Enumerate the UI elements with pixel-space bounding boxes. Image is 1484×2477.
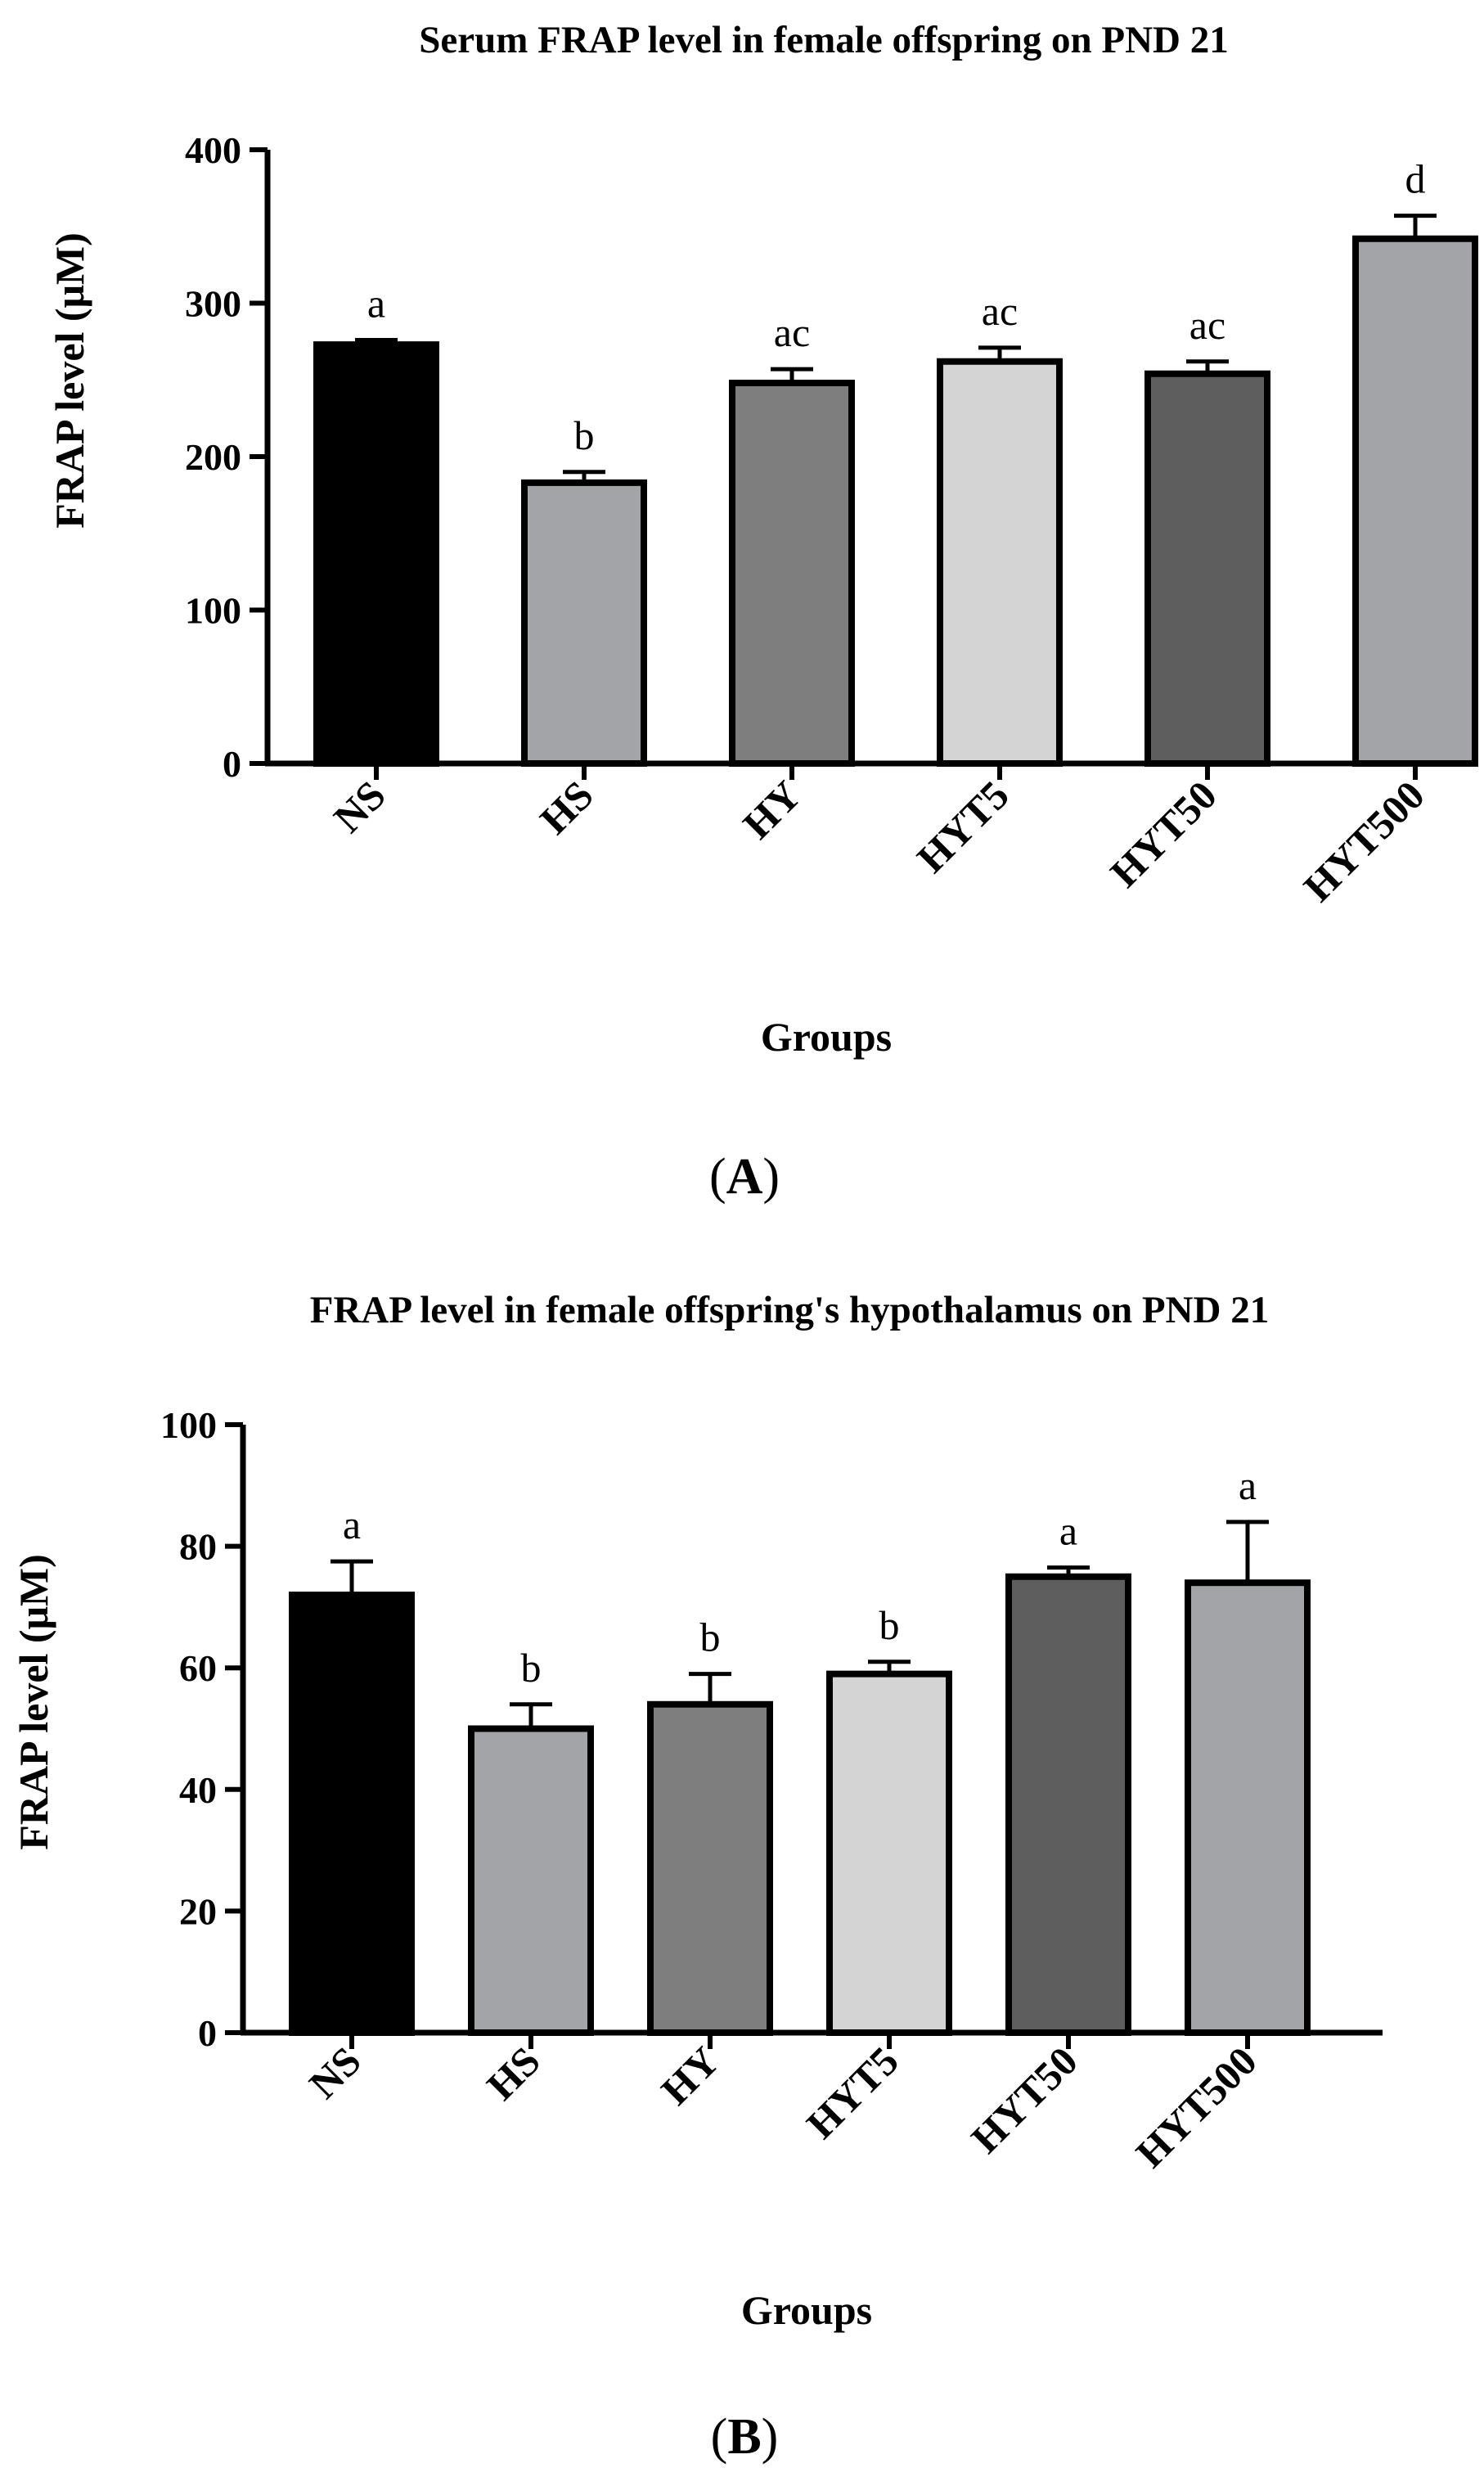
chart-a: Serum FRAP level in female offspring on …: [47, 19, 1478, 1205]
chart-a-sig-label-hyt5: ac: [982, 288, 1018, 334]
chart-b-title: FRAP level in female offspring's hypotha…: [310, 1289, 1269, 1331]
chart-a-y-tick-label-200: 200: [185, 436, 241, 478]
chart-a-y-tick-label-0: 0: [223, 743, 241, 785]
chart-b-y-tick-label-0: 0: [198, 2012, 217, 2054]
chart-a-x-axis-title: Groups: [761, 1014, 892, 1060]
chart-b-category-label-hyt500: HYT500: [1127, 2038, 1266, 2176]
chart-b-sig-label-hyt500: a: [1239, 1462, 1257, 1508]
chart-a-y-axis-title: FRAP level (μM): [47, 232, 92, 529]
chart-a-y-tick-label-100: 100: [185, 590, 241, 632]
chart-b-sig-label-hyt50: a: [1059, 1508, 1077, 1554]
chart-b-category-label-hs: HS: [478, 2038, 549, 2109]
chart-a-sig-label-hyt500: d: [1405, 156, 1426, 202]
chart-b-y-tick-label-20: 20: [179, 1890, 217, 1932]
chart-b-category-label-hyt50: HYT50: [962, 2038, 1086, 2162]
chart-b-category-label-hyt5: HYT5: [798, 2038, 907, 2147]
chart-a-bar-hyt500: [1352, 235, 1478, 767]
chart-a-category-label-hyt50: HYT50: [1101, 772, 1225, 896]
chart-b-sig-label-hy: b: [700, 1615, 721, 1660]
chart-b-sig-label-hyt5: b: [879, 1602, 900, 1648]
chart-a-category-label-ns: NS: [325, 772, 394, 841]
chart-a-bar-ns: [313, 341, 439, 767]
chart-b-y-tick-label-40: 40: [179, 1769, 217, 1811]
chart-a-bar-hyt50: [1144, 370, 1270, 767]
chart-b-y-tick-label-60: 60: [179, 1647, 217, 1689]
chart-a-category-label-hyt5: HYT5: [908, 772, 1018, 881]
chart-a-bar-hs: [521, 479, 647, 767]
chart-b-category-label-hy: HY: [652, 2038, 728, 2114]
chart-b-y-tick-label-100: 100: [160, 1404, 217, 1446]
chart-b-panel-label: (B): [711, 2409, 779, 2465]
chart-b-category-label-ns: NS: [300, 2038, 370, 2107]
chart-b-bar-hyt5: [826, 1670, 952, 2036]
chart-a-y-tick-label-400: 400: [185, 129, 241, 171]
chart-a-sig-label-hs: b: [574, 412, 595, 458]
chart-a-category-label-hs: HS: [531, 772, 602, 843]
chart-b: FRAP level in female offspring's hypotha…: [11, 1289, 1383, 2465]
chart-b-bar-hyt50: [1005, 1573, 1131, 2036]
chart-b-x-axis-title: Groups: [741, 2287, 872, 2333]
chart-b-bar-hyt500: [1185, 1579, 1311, 2037]
chart-b-sig-label-hs: b: [521, 1645, 542, 1691]
chart-b-bar-hy: [647, 1700, 773, 2037]
chart-b-sig-label-ns: a: [343, 1502, 361, 1547]
chart-a-sig-label-ns: a: [367, 281, 385, 327]
chart-a-category-label-hy: HY: [734, 772, 810, 848]
chart-a-title: Serum FRAP level in female offspring on …: [419, 19, 1229, 61]
chart-a-bar-hyt5: [937, 358, 1063, 767]
chart-b-bar-hs: [468, 1725, 594, 2036]
chart-b-y-tick-label-80: 80: [179, 1526, 217, 1568]
chart-b-bar-ns: [289, 1592, 415, 2037]
chart-b-y-axis-title: FRAP level (μM): [11, 1554, 56, 1850]
chart-a-panel-label: (A): [709, 1149, 780, 1205]
chart-a-sig-label-hyt50: ac: [1189, 302, 1225, 348]
chart-a-y-tick-label-300: 300: [185, 283, 241, 325]
chart-a-bar-hy: [729, 380, 855, 767]
chart-a-sig-label-hy: ac: [774, 309, 810, 355]
chart-a-category-label-hyt500: HYT500: [1295, 772, 1433, 910]
